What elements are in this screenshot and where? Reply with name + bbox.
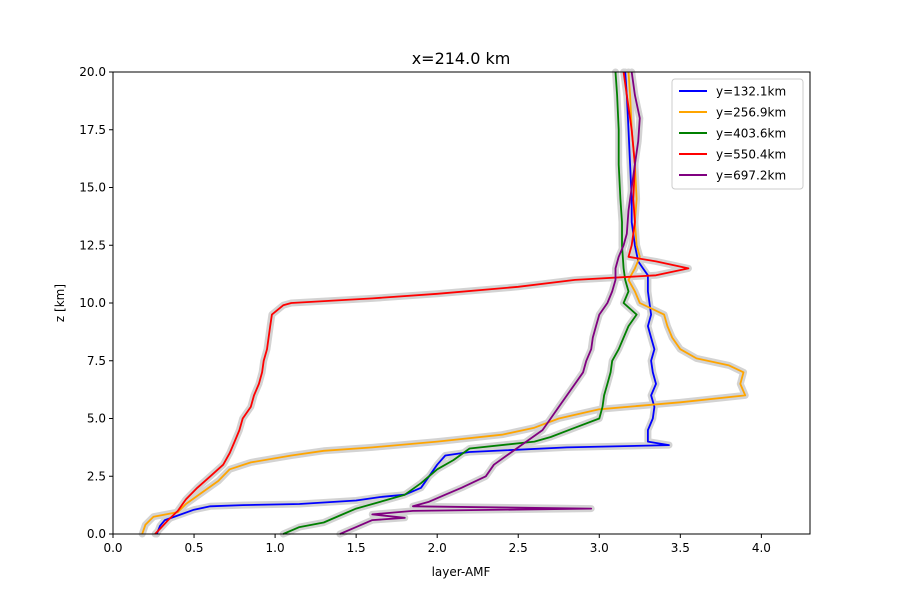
x-tick-label: 2.0 — [428, 541, 447, 555]
series-line — [282, 71, 638, 535]
x-axis-label: layer-AMF — [432, 565, 491, 579]
y-tick-label: 5.0 — [87, 412, 106, 426]
legend-label: y=403.6km — [716, 127, 786, 141]
y-tick-label: 12.5 — [79, 238, 106, 252]
y-axis: 0.0 2.5 5.0 7.5 10.0 12.5 15.0 17.5 20.0 — [79, 65, 113, 541]
x-tick-label: 0.0 — [103, 541, 122, 555]
legend-box — [671, 78, 804, 190]
legend-label: y=550.4km — [716, 148, 786, 162]
x-tick-label: 0.5 — [184, 541, 203, 555]
y-tick-label: 2.5 — [87, 469, 106, 483]
legend-label: y=132.1km — [716, 85, 786, 99]
x-tick-label: 1.5 — [347, 541, 366, 555]
x-tick-label: 4.0 — [752, 541, 771, 555]
y-tick-label: 10.0 — [79, 296, 106, 310]
series-lines — [141, 71, 747, 535]
legend: y=132.1km y=256.9km y=403.6km y=550.4km y=69… — [671, 78, 804, 190]
y-tick-label: 17.5 — [79, 123, 106, 137]
y-tick-label: 7.5 — [87, 354, 106, 368]
x-tick-label: 2.5 — [509, 541, 528, 555]
legend-label: y=697.2km — [716, 169, 786, 183]
x-axis: 0.0 0.5 1.0 1.5 2.0 2.5 3.0 3.5 4.0 — [103, 534, 771, 555]
series-line — [141, 71, 747, 535]
y-tick-label: 0.0 — [87, 527, 106, 541]
series-line — [339, 71, 641, 535]
x-tick-label: 1.0 — [266, 541, 285, 555]
legend-label: y=256.9km — [716, 106, 786, 120]
y-tick-label: 15.0 — [79, 181, 106, 195]
x-tick-label: 3.0 — [590, 541, 609, 555]
chart-title: x=214.0 km — [412, 49, 511, 68]
series-line — [154, 71, 690, 535]
y-axis-label: z [km] — [53, 284, 67, 322]
y-tick-label: 20.0 — [79, 65, 106, 79]
x-tick-label: 3.5 — [671, 541, 690, 555]
